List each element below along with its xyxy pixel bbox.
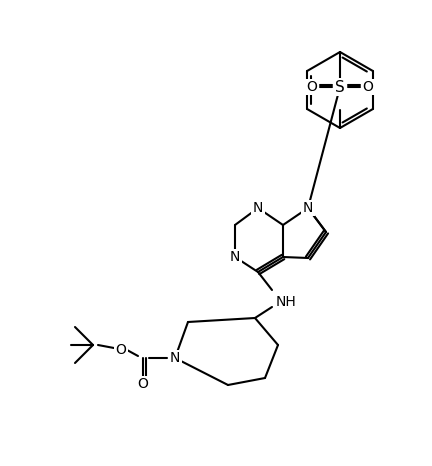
Text: NH: NH bbox=[276, 295, 297, 309]
Text: O: O bbox=[116, 343, 127, 357]
Text: S: S bbox=[335, 80, 345, 95]
Text: O: O bbox=[362, 80, 373, 94]
Text: O: O bbox=[307, 80, 318, 94]
Text: N: N bbox=[170, 351, 180, 365]
Text: N: N bbox=[230, 250, 240, 264]
Text: N: N bbox=[303, 201, 313, 215]
Text: N: N bbox=[253, 201, 263, 215]
Text: O: O bbox=[137, 377, 149, 391]
